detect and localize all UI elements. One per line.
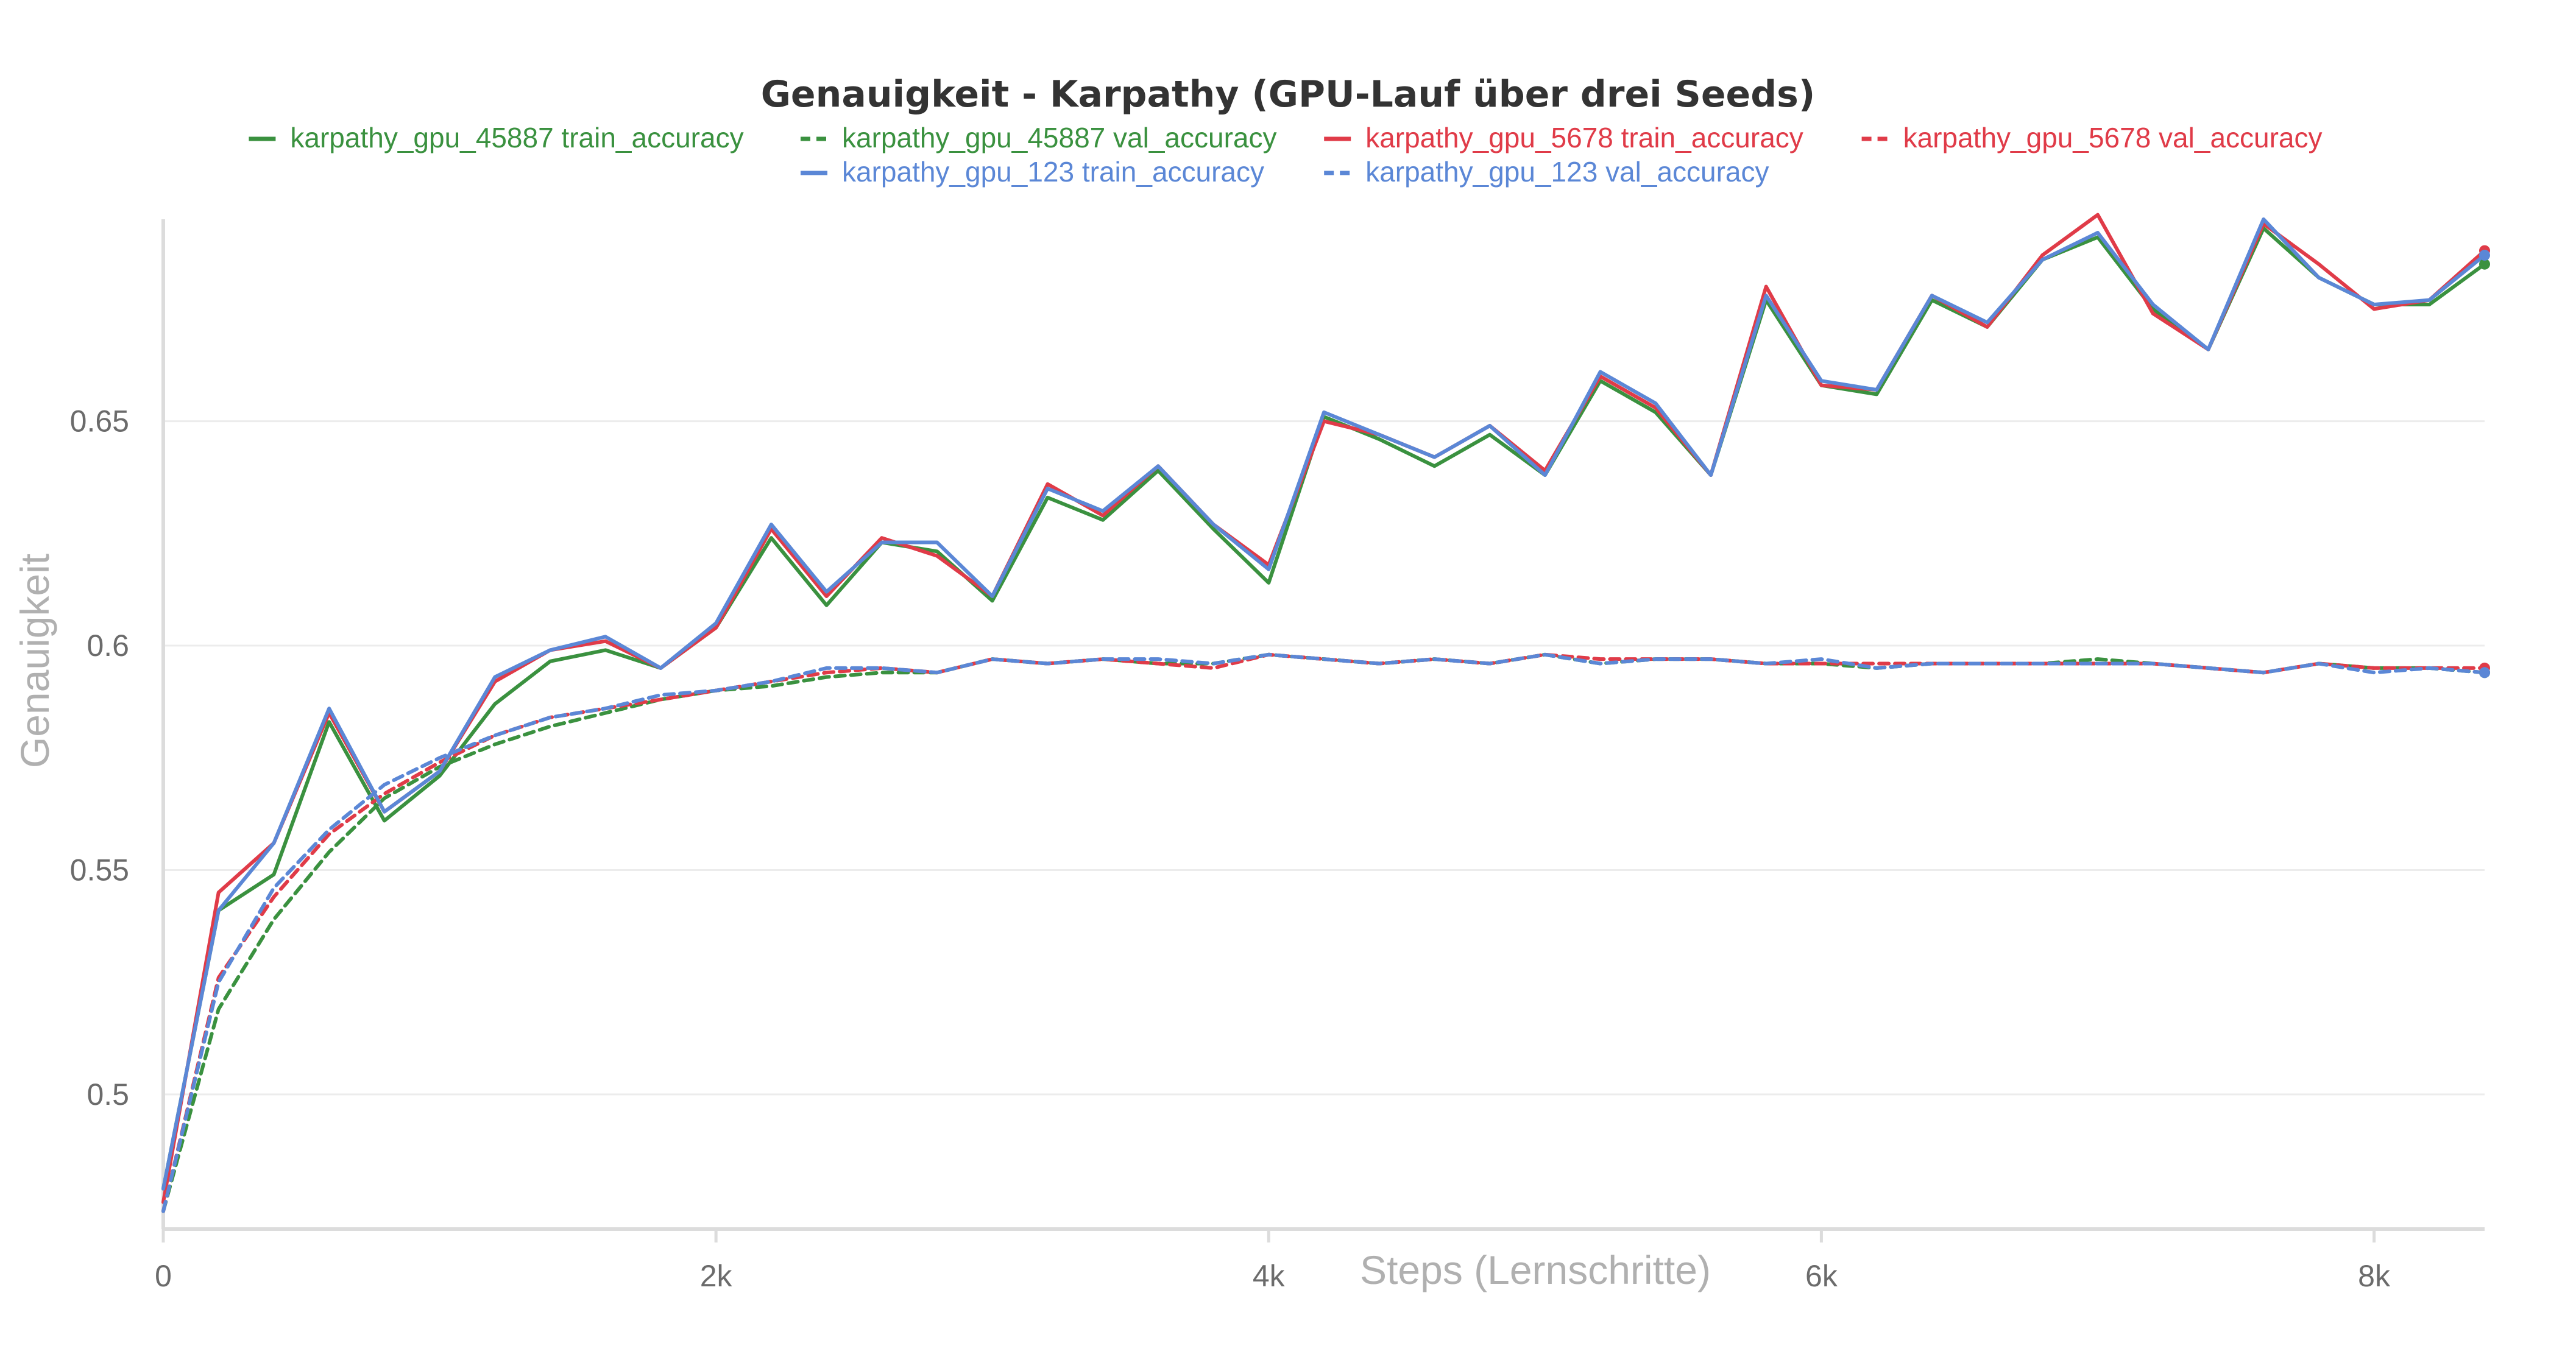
y-axis-title: Genauigkeit xyxy=(12,554,57,768)
legend-label: karpathy_gpu_5678 val_accuracy xyxy=(1903,122,2323,153)
series-endpoints xyxy=(2479,245,2490,678)
series-line-karpathy-gpu-123-val-accuracy xyxy=(161,652,2486,1213)
x-tick-label: 0 xyxy=(155,1259,172,1293)
legend-label: karpathy_gpu_5678 train_accuracy xyxy=(1365,122,1803,153)
series-endpoint-karpathy-gpu-123-val-accuracy xyxy=(2479,667,2490,678)
x-tick-label: 2k xyxy=(700,1259,733,1293)
series-line-karpathy-gpu-45887-train-accuracy xyxy=(161,226,2486,1191)
series-endpoint-karpathy-gpu-45887-train-accuracy xyxy=(2479,258,2490,270)
series-line-karpathy-gpu-5678-train-accuracy xyxy=(161,213,2486,1204)
legend-label: karpathy_gpu_45887 val_accuracy xyxy=(842,122,1277,153)
legend-label: karpathy_gpu_123 train_accuracy xyxy=(842,156,1264,188)
x-tick-label: 4k xyxy=(1253,1259,1286,1293)
y-tick-label: 0.55 xyxy=(70,853,129,887)
y-tick-labels: 0.5 0.55 0.6 0.65 xyxy=(70,404,129,1112)
grid-lines xyxy=(163,420,2485,1096)
legend-label: karpathy_gpu_45887 train_accuracy xyxy=(290,122,743,153)
y-tick-label: 0.6 xyxy=(87,629,129,663)
x-tick-label: 8k xyxy=(2358,1259,2391,1293)
legend-label: karpathy_gpu_123 val_accuracy xyxy=(1365,156,1769,188)
series-line-karpathy-gpu-45887-val-accuracy xyxy=(161,652,2486,1213)
series-lines xyxy=(161,213,2486,1213)
x-tick-label: 6k xyxy=(1805,1259,1838,1293)
chart-title: Genauigkeit - Karpathy (GPU-Lauf über dr… xyxy=(761,73,1816,116)
x-tick-labels: 0 2k 4k 6k 8k xyxy=(155,1229,2391,1293)
series-endpoint-karpathy-gpu-123-train-accuracy xyxy=(2479,249,2490,261)
series-line-karpathy-gpu-123-train-accuracy xyxy=(161,217,2486,1191)
x-axis-title: Steps (Lernschritte) xyxy=(1360,1247,1711,1292)
y-tick-label: 0.5 xyxy=(87,1077,129,1112)
axes xyxy=(161,219,2485,1231)
y-tick-label: 0.65 xyxy=(70,404,129,439)
